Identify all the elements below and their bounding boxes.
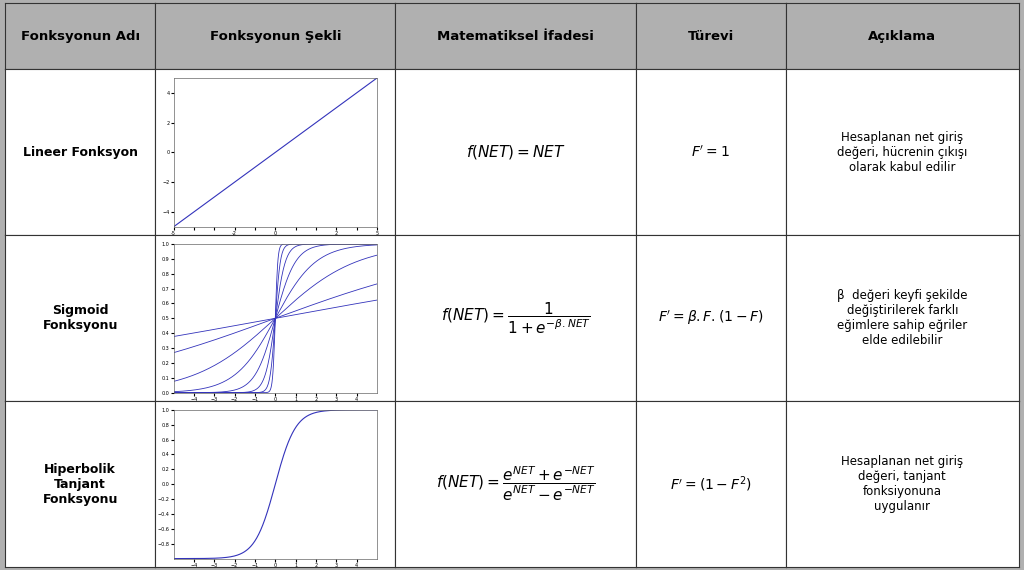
Text: Hesaplanan net giriş
değeri, hücrenin çıkışı
olarak kabul edilir: Hesaplanan net giriş değeri, hücrenin çı… bbox=[837, 131, 968, 174]
Text: $\mathit{F}' = \mathit{1}$: $\mathit{F}' = \mathit{1}$ bbox=[691, 145, 730, 160]
Text: $\mathit{f}(\mathit{NET}) = \mathit{NET}$: $\mathit{f}(\mathit{NET}) = \mathit{NET}… bbox=[466, 144, 565, 161]
Text: Lineer Fonksyon: Lineer Fonksyon bbox=[23, 146, 137, 159]
Text: $\mathit{f}(\mathit{NET}) = \dfrac{1}{1 + e^{-\beta.\mathit{NET}}}$: $\mathit{f}(\mathit{NET}) = \dfrac{1}{1 … bbox=[440, 300, 591, 336]
Text: Matematiksel İfadesi: Matematiksel İfadesi bbox=[437, 30, 594, 43]
Text: Türevi: Türevi bbox=[687, 30, 734, 43]
Text: $\mathit{f}(\mathit{NET}) = \dfrac{e^{\mathit{NET}} + e^{-\mathit{NET}}}{e^{\mat: $\mathit{f}(\mathit{NET}) = \dfrac{e^{\m… bbox=[435, 465, 596, 503]
Text: Açıklama: Açıklama bbox=[868, 30, 936, 43]
Text: $\mathit{F}' = (\mathit{1}-\mathit{F}^2)$: $\mathit{F}' = (\mathit{1}-\mathit{F}^2)… bbox=[670, 474, 752, 494]
Text: β  değeri keyfi şekilde
değiştirilerek farklı
eğimlere sahip eğriler
elde edileb: β değeri keyfi şekilde değiştirilerek fa… bbox=[837, 290, 968, 347]
Text: Fonksyonun Şekli: Fonksyonun Şekli bbox=[210, 30, 341, 43]
Text: Fonksyonun Adı: Fonksyonun Adı bbox=[20, 30, 139, 43]
Text: Sigmoid
Fonksyonu: Sigmoid Fonksyonu bbox=[42, 304, 118, 332]
Text: Hesaplanan net giriş
değeri, tanjant
fonksiyonuna
uygulanır: Hesaplanan net giriş değeri, tanjant fon… bbox=[842, 455, 964, 513]
Text: $\mathit{F}' = \beta.\mathit{F}.(\mathit{1}-\mathit{F})$: $\mathit{F}' = \beta.\mathit{F}.(\mathit… bbox=[658, 309, 764, 327]
Text: Hiperbolik
Tanjant
Fonksyonu: Hiperbolik Tanjant Fonksyonu bbox=[42, 463, 118, 506]
